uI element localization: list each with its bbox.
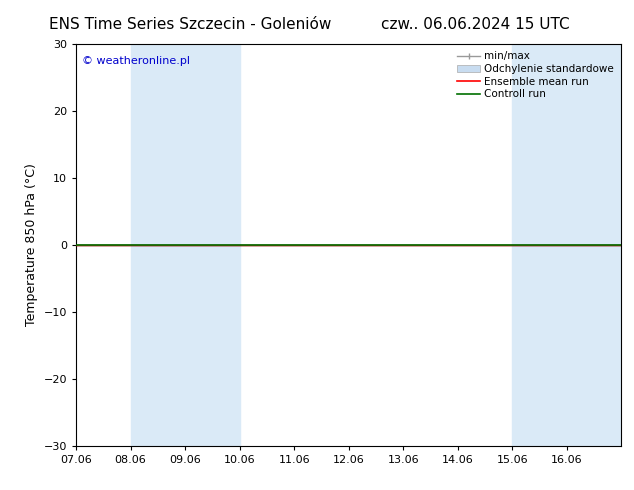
Y-axis label: Temperature 850 hPa (°C): Temperature 850 hPa (°C)	[25, 164, 38, 326]
Text: czw.. 06.06.2024 15 UTC: czw.. 06.06.2024 15 UTC	[381, 17, 570, 32]
Text: ENS Time Series Szczecin - Goleniów: ENS Time Series Szczecin - Goleniów	[49, 17, 332, 32]
Bar	[131, 44, 240, 446]
Text: © weatheronline.pl: © weatheronline.pl	[82, 56, 190, 66]
Legend: min/max, Odchylenie standardowe, Ensemble mean run, Controll run: min/max, Odchylenie standardowe, Ensembl…	[455, 49, 616, 101]
Bar	[512, 44, 621, 446]
